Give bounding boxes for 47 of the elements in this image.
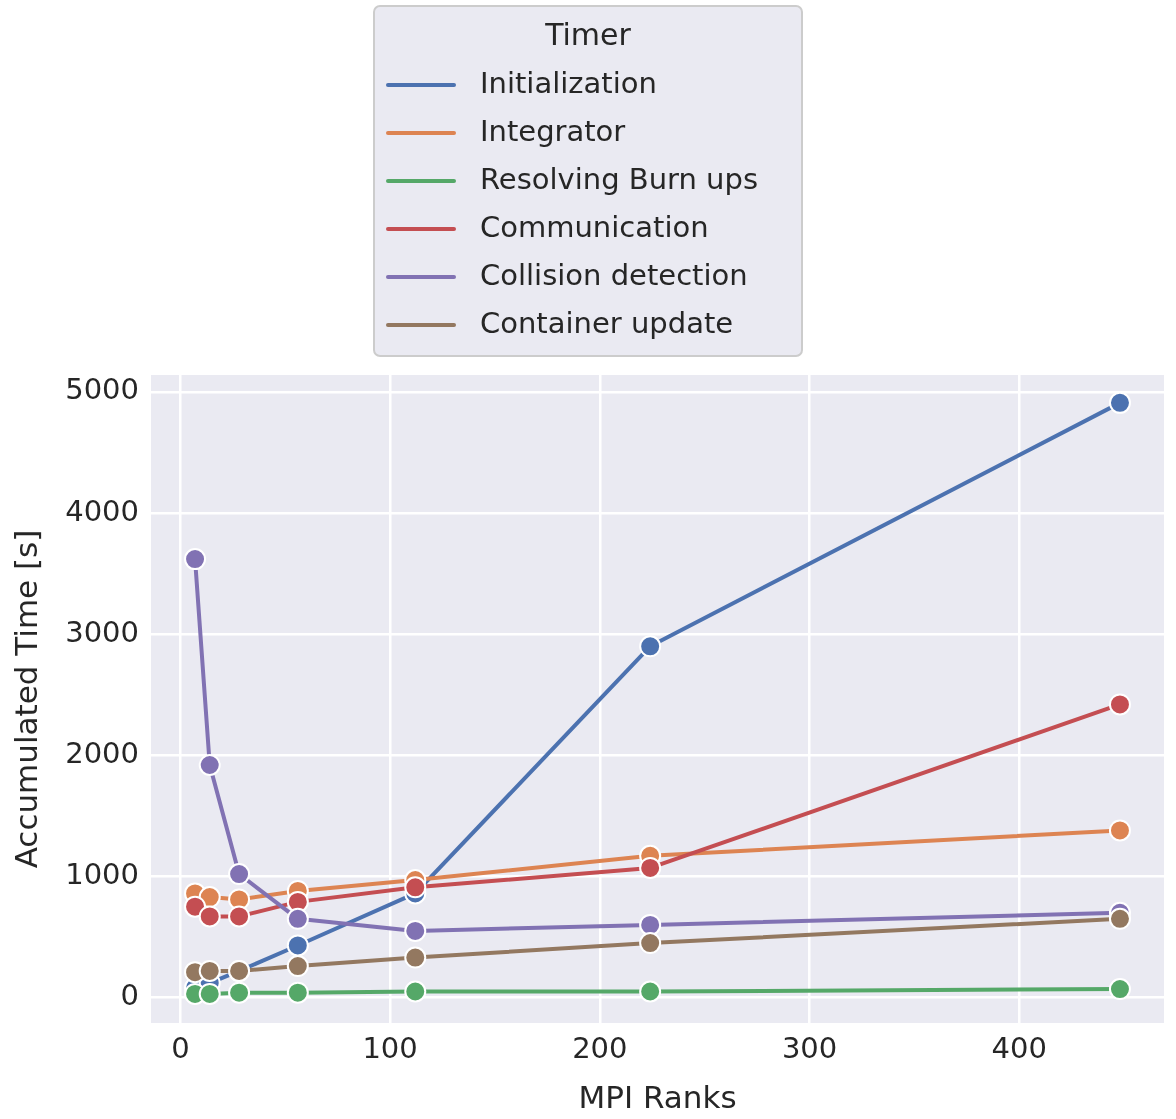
point xyxy=(639,856,662,879)
point xyxy=(286,981,309,1004)
legend-label: Resolving Burn ups xyxy=(480,161,759,196)
point xyxy=(1108,819,1131,842)
point xyxy=(198,982,221,1005)
point xyxy=(286,907,309,930)
point xyxy=(1108,693,1131,716)
point xyxy=(198,905,221,928)
point xyxy=(1108,907,1131,930)
point xyxy=(184,548,207,571)
y-tick-label: 0 xyxy=(120,978,139,1013)
point xyxy=(639,932,662,955)
legend-label: Integrator xyxy=(480,113,626,148)
x-tick-label: 400 xyxy=(991,1030,1047,1065)
point xyxy=(286,934,309,957)
point xyxy=(404,876,427,899)
legend-label: Communication xyxy=(480,209,709,244)
point xyxy=(198,959,221,982)
point xyxy=(1108,978,1131,1001)
point xyxy=(286,955,309,978)
y-tick-label: 4000 xyxy=(65,493,139,528)
point xyxy=(639,980,662,1003)
y-tick-label: 1000 xyxy=(65,856,139,891)
point xyxy=(198,754,221,777)
point xyxy=(404,980,427,1003)
point xyxy=(1108,391,1131,414)
point xyxy=(184,895,207,918)
point xyxy=(228,863,251,886)
x-tick-label: 300 xyxy=(781,1030,838,1065)
x-axis-title: MPI Ranks xyxy=(578,1079,737,1116)
legend-title: Timer xyxy=(544,16,632,52)
point xyxy=(404,919,427,942)
legend-label: Initialization xyxy=(480,65,657,100)
y-tick-label: 2000 xyxy=(65,735,139,770)
point xyxy=(639,913,662,936)
point xyxy=(404,946,427,969)
legend-label: Collision detection xyxy=(480,257,748,292)
x-tick-label: 200 xyxy=(572,1030,628,1065)
y-tick-label: 3000 xyxy=(65,614,139,649)
point xyxy=(639,635,662,658)
x-tick-label: 100 xyxy=(362,1030,418,1065)
y-tick-label: 5000 xyxy=(65,372,139,407)
point xyxy=(228,981,251,1004)
point xyxy=(228,905,251,928)
x-tick-label: 0 xyxy=(171,1030,190,1065)
legend-label: Container update xyxy=(480,305,734,340)
y-axis-title: Accumulated Time [s] xyxy=(7,529,44,869)
